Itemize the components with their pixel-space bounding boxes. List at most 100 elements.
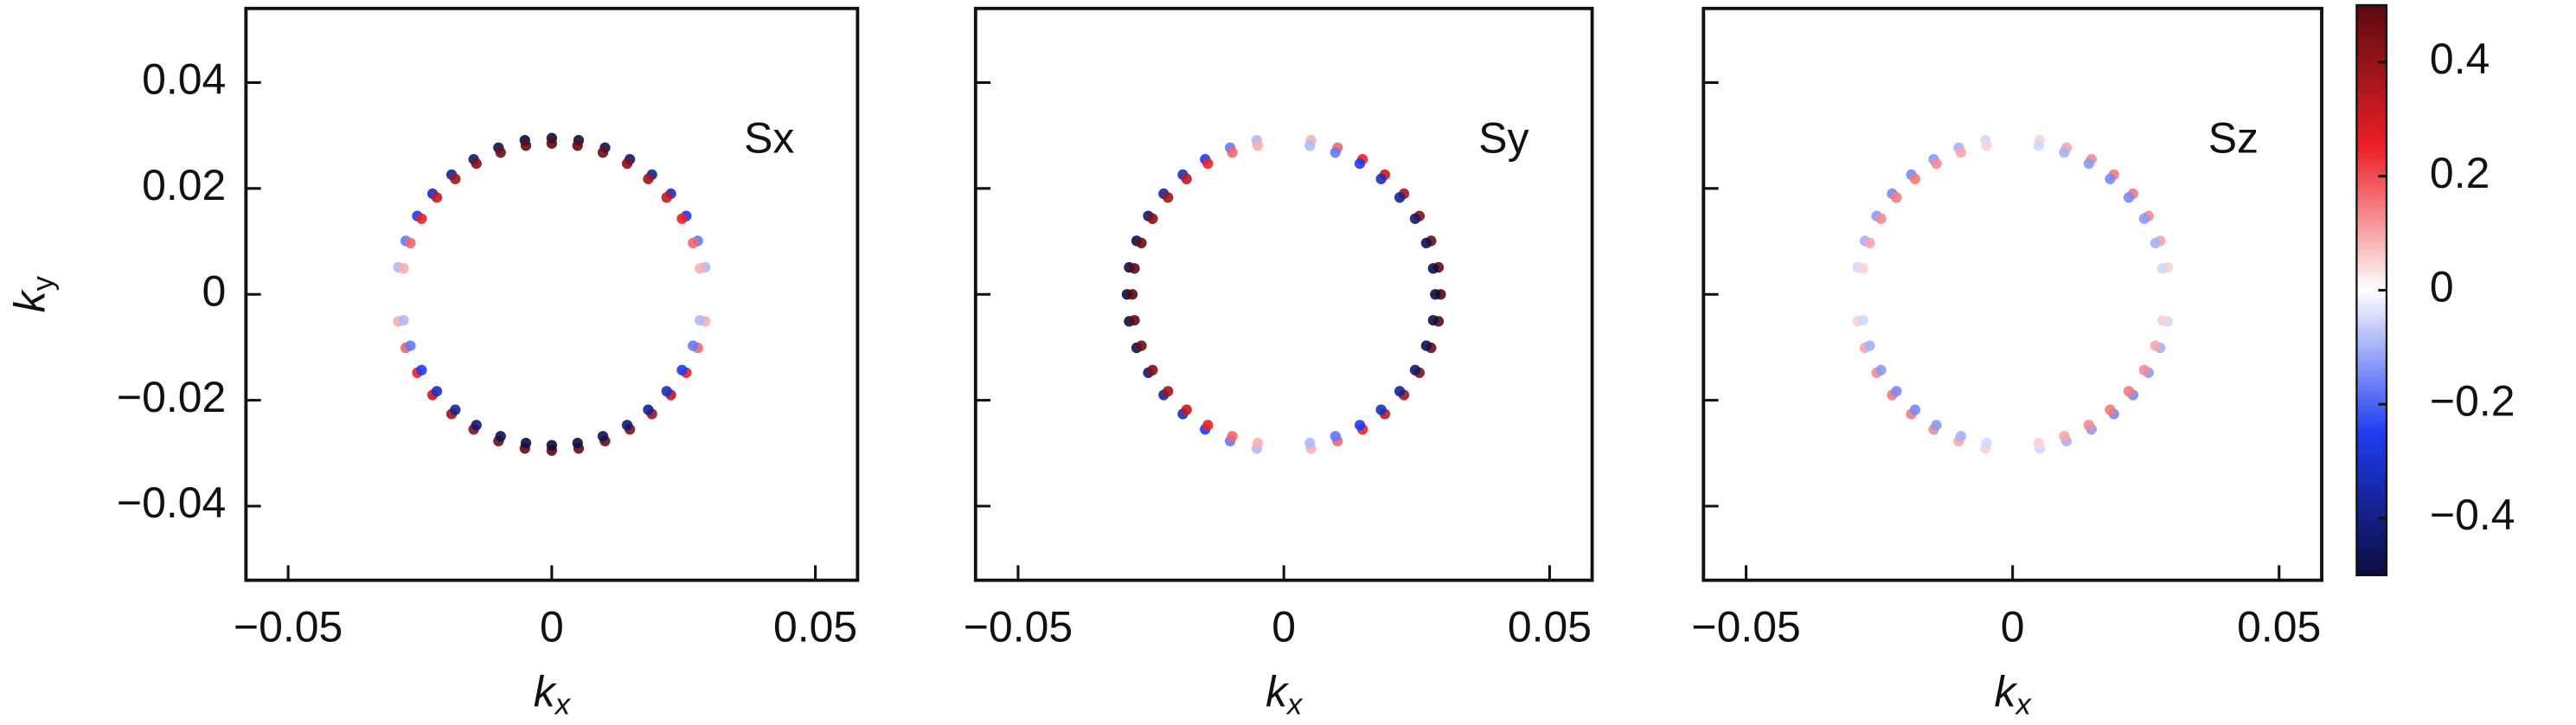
x-tick-label: 0 xyxy=(2001,603,2025,651)
scatter-point xyxy=(1126,289,1138,300)
scatter-point xyxy=(1304,438,1316,449)
scatter-point xyxy=(597,431,609,442)
scatter-point xyxy=(1981,140,1992,151)
scatter-point xyxy=(2138,364,2150,375)
scatter-point xyxy=(694,315,706,326)
scatter-point xyxy=(2033,438,2045,449)
scatter-point xyxy=(1409,213,1421,224)
scatter-point xyxy=(2105,404,2116,415)
scatter-point xyxy=(1955,431,1967,442)
scatter-point xyxy=(1409,364,1421,375)
scatter-point xyxy=(1136,237,1147,249)
scatter-point xyxy=(688,237,699,249)
scatter-point xyxy=(1252,438,1264,449)
colorbar-tick-label: −0.4 xyxy=(2430,491,2515,539)
x-tick-label: 0 xyxy=(1272,603,1296,651)
scatter-point xyxy=(1427,315,1439,326)
scatter-point xyxy=(661,386,672,397)
scatter-point xyxy=(1147,364,1158,375)
scatter-point xyxy=(1147,213,1158,224)
scatter-point xyxy=(1394,386,1406,397)
scatter-point xyxy=(2007,138,2018,149)
scatter-point xyxy=(471,157,482,170)
scatter-point xyxy=(1864,340,1875,351)
scatter-point xyxy=(1420,340,1432,351)
scatter-point xyxy=(1129,263,1140,274)
plot-frame xyxy=(973,6,1594,582)
scatter-point xyxy=(416,364,427,375)
scatter-point xyxy=(2083,157,2094,170)
scatter-point xyxy=(546,439,558,451)
scatter-point xyxy=(471,420,482,431)
scatter-point xyxy=(661,192,672,203)
scatter-point xyxy=(431,192,443,203)
plot-frame xyxy=(1701,6,2323,582)
scatter-point xyxy=(1891,386,1902,397)
x-tick-label: 0.05 xyxy=(2237,603,2321,651)
scatter-point xyxy=(1375,173,1387,184)
scatter-point xyxy=(1430,289,1441,300)
scatter-point xyxy=(1931,157,1942,170)
scatter-point xyxy=(696,289,708,300)
scatter-point xyxy=(1394,192,1406,203)
scatter-point xyxy=(1330,147,1341,158)
x-tick-label: −0.05 xyxy=(234,603,343,651)
scatter-point xyxy=(2059,431,2070,442)
scatter-point xyxy=(1981,438,1992,449)
x-tick-label: −0.05 xyxy=(964,603,1073,651)
scatter-point xyxy=(1909,404,1921,415)
scatter-point xyxy=(416,213,427,224)
scatter-point xyxy=(643,404,654,415)
y-tick-label: −0.04 xyxy=(117,478,226,527)
scatter-point xyxy=(2156,315,2168,326)
x-axis-label-sub: x xyxy=(1285,689,1304,722)
scatter-point xyxy=(1855,289,1867,300)
scatter-point xyxy=(1330,431,1341,442)
y-tick-label: −0.02 xyxy=(117,373,226,421)
x-tick-label: −0.05 xyxy=(1691,603,1800,651)
scatter-point xyxy=(1354,420,1366,431)
colorbar-tick-label: −0.2 xyxy=(2430,376,2515,425)
panel-label: Sy xyxy=(1478,114,1528,163)
scatter-point xyxy=(572,140,583,151)
scatter-point xyxy=(450,173,461,184)
x-tick-label: 0.05 xyxy=(773,603,857,651)
scatter-point xyxy=(2123,192,2135,203)
colorbar-tick-label: 0.2 xyxy=(2430,149,2489,197)
y-tick-label: 0 xyxy=(202,266,227,315)
scatter-point xyxy=(676,213,688,224)
scatter-point xyxy=(621,157,633,170)
scatter-point xyxy=(2123,386,2135,397)
y-tick-label: 0.02 xyxy=(142,161,226,209)
scatter-point xyxy=(1278,138,1290,149)
x-axis-label-base: k xyxy=(1995,667,2019,715)
scatter-point xyxy=(2156,263,2168,274)
scatter-point xyxy=(1864,237,1875,249)
x-axis-label: kx xyxy=(1995,667,2033,721)
scatter-point xyxy=(1875,213,1887,224)
scatter-point xyxy=(572,438,583,449)
scatter-point xyxy=(2150,340,2161,351)
colorbar-tick-label: 0 xyxy=(2430,263,2454,311)
x-axis-label-sub: x xyxy=(2015,689,2033,722)
scatter-point xyxy=(1136,340,1147,351)
panel-label: Sx xyxy=(744,114,794,163)
scatter-point xyxy=(1202,157,1214,170)
scatter-point xyxy=(1375,404,1387,415)
scatter-point xyxy=(1227,147,1238,158)
scatter-point xyxy=(2007,439,2018,451)
scatter-point xyxy=(1420,237,1432,249)
scatter-point xyxy=(1931,420,1942,431)
scatter-point xyxy=(2059,147,2070,158)
scatter-point xyxy=(431,386,443,397)
x-axis-label-sub: x xyxy=(554,689,572,722)
scatter-point xyxy=(1181,404,1192,415)
scatter-point xyxy=(1875,364,1887,375)
scatter-point xyxy=(1857,263,1868,274)
scatter-point xyxy=(1909,173,1921,184)
scatter-point xyxy=(546,138,558,149)
x-axis-label: kx xyxy=(534,667,572,721)
scatter-point xyxy=(2033,140,2045,151)
